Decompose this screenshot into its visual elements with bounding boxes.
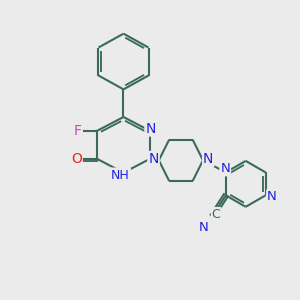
- Text: C: C: [212, 208, 220, 221]
- Text: N: N: [199, 221, 208, 234]
- Text: N: N: [267, 190, 277, 203]
- Text: N: N: [203, 152, 214, 166]
- Text: N: N: [148, 152, 159, 166]
- Text: NH: NH: [111, 169, 130, 182]
- Text: F: F: [74, 124, 82, 138]
- Text: O: O: [71, 152, 82, 166]
- Text: N: N: [220, 162, 230, 175]
- Text: N: N: [146, 122, 156, 136]
